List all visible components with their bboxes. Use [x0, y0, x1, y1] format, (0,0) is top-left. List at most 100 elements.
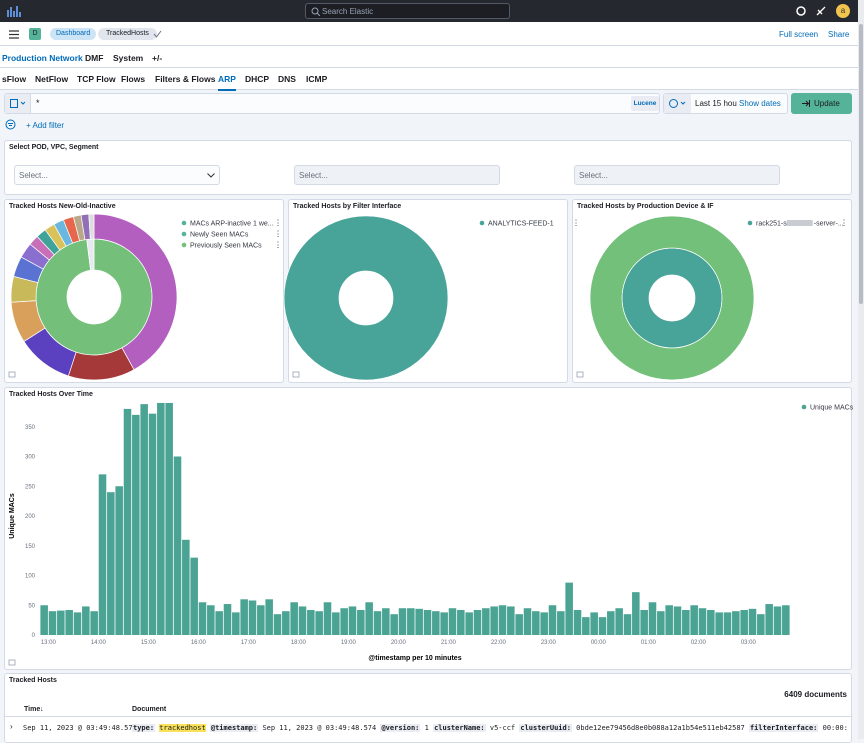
panel-title: Tracked Hosts Over Time	[9, 391, 93, 398]
x-tick-label: 20:00	[391, 640, 407, 646]
show-dates[interactable]: Show dates	[739, 99, 781, 108]
panel-title: Tracked Hosts	[9, 677, 57, 684]
column-header[interactable]: Time	[24, 706, 41, 713]
bar	[357, 610, 365, 635]
tab[interactable]: DHCP	[245, 74, 270, 84]
full-screen-link[interactable]: Full screen	[779, 30, 819, 39]
tab[interactable]: sFlow	[2, 74, 27, 84]
bar	[665, 605, 673, 635]
panel-menu-icon	[8, 659, 16, 666]
language-button[interactable]: Lucene	[631, 96, 659, 111]
panel-title: Select POD, VPC, Segment	[9, 144, 99, 151]
bar	[98, 474, 107, 635]
select[interactable]: Select...	[14, 165, 220, 185]
logo	[7, 6, 21, 17]
scroll-thumb[interactable]	[859, 24, 863, 304]
tab[interactable]: DNS	[278, 74, 296, 84]
search-box[interactable]: Search Elastic	[305, 3, 510, 19]
tab[interactable]: Filters & Flows	[155, 74, 216, 84]
breadcrumb[interactable]: Dashboard	[50, 28, 97, 40]
tab[interactable]: +/-	[152, 53, 163, 63]
x-tick-label: 00:00	[591, 640, 607, 646]
pie-slice	[283, 215, 449, 381]
select[interactable]: Select...	[294, 165, 500, 185]
bar	[715, 612, 723, 635]
saved-query-button[interactable]	[5, 94, 31, 113]
x-tick-label: 03:00	[741, 640, 757, 646]
help-icon[interactable]	[796, 6, 806, 16]
bar	[348, 606, 357, 635]
panel-title: Tracked Hosts by Production Device & IF	[577, 203, 714, 210]
tab[interactable]: ICMP	[306, 74, 328, 84]
tab[interactable]: NetFlow	[35, 74, 69, 84]
date-quick-button[interactable]	[664, 94, 691, 113]
date-range: Last 15 hou	[695, 99, 737, 108]
menu-icon[interactable]	[9, 30, 19, 39]
share-link[interactable]: Share	[828, 30, 850, 39]
filter-icon[interactable]	[5, 119, 16, 130]
refresh-icon	[802, 100, 810, 107]
bar	[423, 610, 432, 635]
select-placeholder: Select...	[579, 171, 608, 180]
doc-count: 6409 documents	[784, 690, 847, 699]
x-tick-label: 13:00	[41, 640, 57, 646]
expand-icon[interactable]: ›	[10, 722, 13, 731]
legend-dot	[801, 404, 807, 410]
tab[interactable]: TCP Flow	[77, 74, 116, 84]
field-key: clusterName:	[433, 724, 486, 732]
bar	[432, 611, 440, 635]
tab[interactable]: DMF	[85, 53, 104, 63]
update-button[interactable]: Update	[791, 93, 852, 114]
bar	[623, 614, 632, 635]
date-picker[interactable]: Last 15 hou Show dates	[663, 93, 788, 114]
bar	[557, 611, 565, 635]
bar	[407, 608, 415, 635]
avatar[interactable]: a	[836, 4, 850, 18]
tab[interactable]: System	[113, 53, 144, 63]
select[interactable]: Select...	[574, 165, 780, 185]
bar	[673, 606, 682, 635]
y-tick-label: 300	[25, 455, 36, 461]
x-tick-label: 14:00	[91, 640, 107, 646]
legend-dot	[181, 242, 187, 248]
field-key: @version:	[380, 724, 421, 732]
sort-icon[interactable]: ↓	[40, 706, 44, 713]
field-key: type:	[132, 724, 156, 732]
panel-title: Tracked Hosts by Filter Interface	[293, 203, 402, 210]
top-bar: Search Elastic a	[0, 0, 864, 22]
bar	[173, 456, 182, 635]
bar	[465, 612, 473, 635]
legend-label: Unique MACs	[810, 405, 854, 412]
legend-menu: ⋮	[274, 230, 282, 239]
bar	[107, 492, 115, 635]
tab[interactable]: Flows	[121, 74, 146, 84]
legend-dot	[181, 220, 187, 226]
bar	[290, 602, 298, 635]
update-label: Update	[814, 99, 840, 108]
bar	[90, 611, 98, 635]
space-badge[interactable]: D	[29, 28, 41, 40]
bar	[207, 605, 215, 635]
bar	[232, 612, 240, 635]
bar	[457, 610, 465, 635]
news-icon[interactable]	[816, 6, 826, 16]
legend-menu: ⋮	[274, 219, 282, 228]
column-header: Document	[132, 706, 167, 713]
bar	[148, 413, 157, 635]
x-tick-label: 01:00	[641, 640, 657, 646]
bar	[132, 414, 140, 635]
bar	[165, 402, 173, 635]
table-header: Time ↓ Document	[5, 703, 851, 717]
bar	[398, 608, 407, 635]
bar	[373, 611, 382, 635]
tab[interactable]: ARP	[218, 74, 236, 91]
add-filter[interactable]: + Add filter	[26, 121, 65, 130]
field-value: 00:00:74:e6:e2:f5:cf:80/40	[822, 724, 848, 732]
bar	[657, 611, 665, 635]
query-input[interactable]: * Lucene	[4, 93, 660, 114]
bar	[257, 605, 265, 635]
bar	[298, 606, 307, 635]
bar	[748, 608, 757, 635]
bar	[140, 404, 148, 635]
